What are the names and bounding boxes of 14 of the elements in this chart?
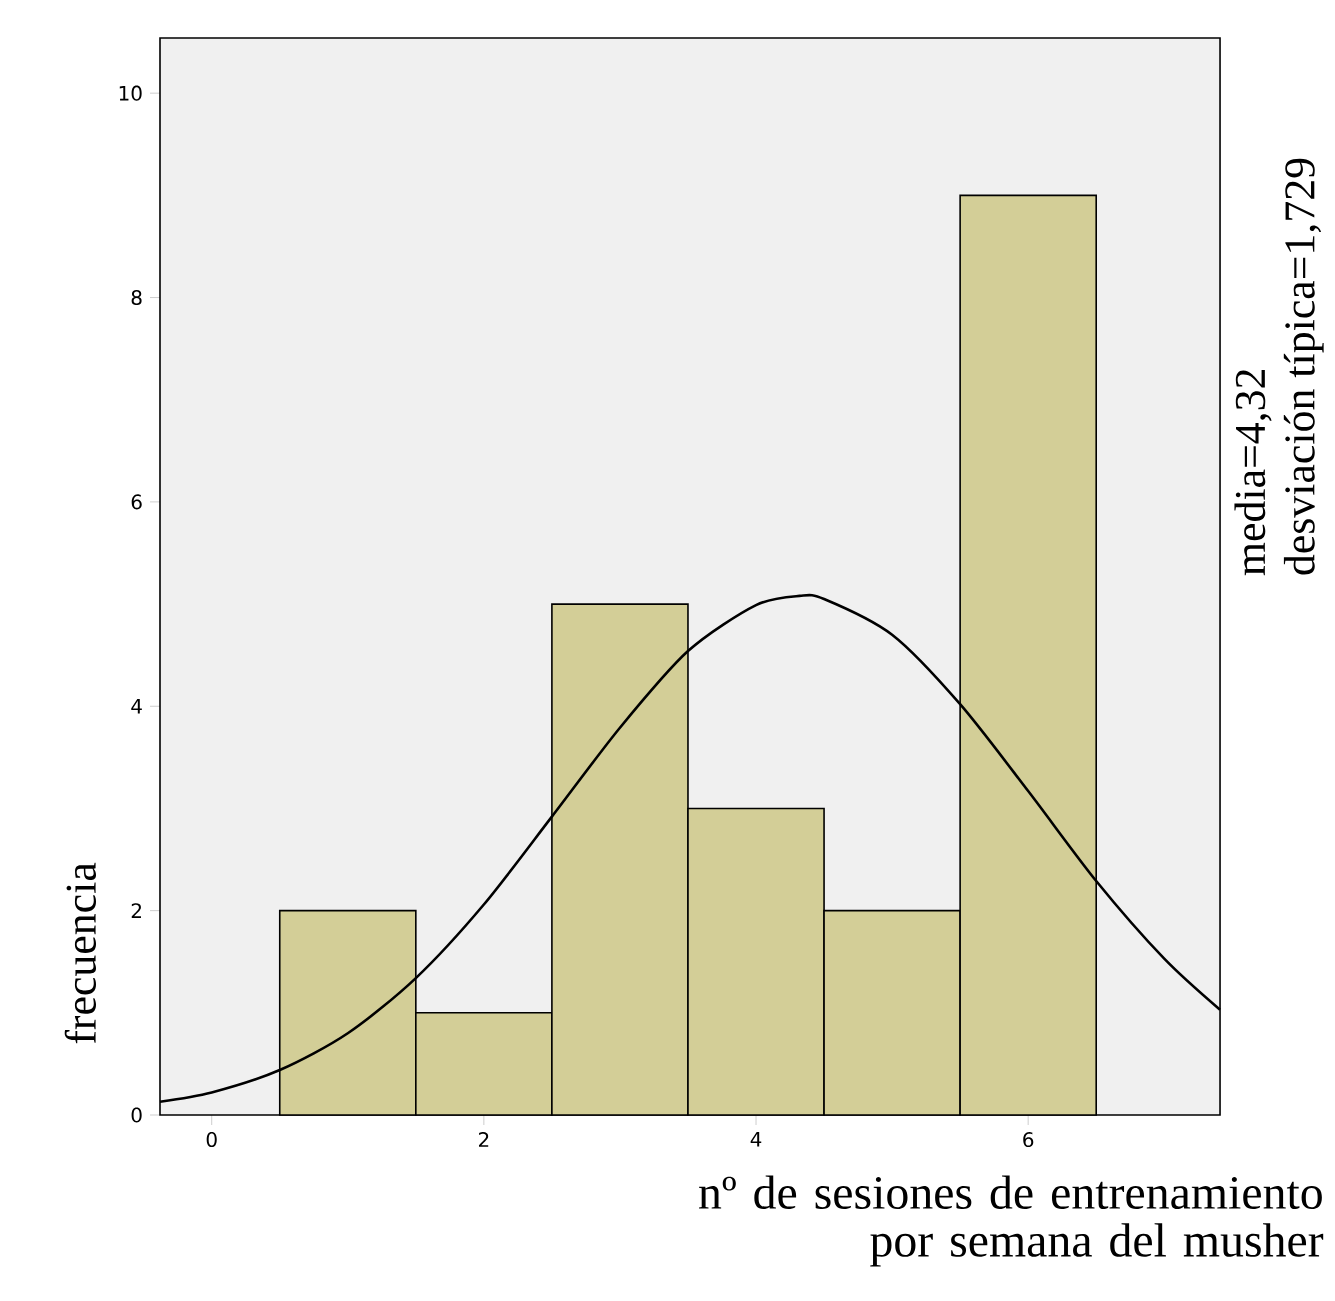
x-axis-title: nº de sesiones de entrenamiento por semana del musher [699,1175,1324,1267]
y-tick-label: 10 [119,85,142,101]
y-tick-label: 2 [131,903,141,919]
y-axis-title: frecuencia [64,862,97,1044]
x-tick-label: 2 [478,1132,489,1147]
x-tick-label: 4 [750,1132,762,1147]
y-tick-label: 0 [131,1107,142,1123]
y-tick-label: 6 [131,494,142,510]
text: media=4,32 [1234,369,1272,576]
text: desviación típica=1,729 [1283,158,1324,575]
x-tick-label: 6 [1023,1132,1034,1148]
y-tick-label: 4 [131,699,142,714]
y-tick-label: 8 [131,289,142,306]
x-tick-label: 0 [206,1132,217,1148]
